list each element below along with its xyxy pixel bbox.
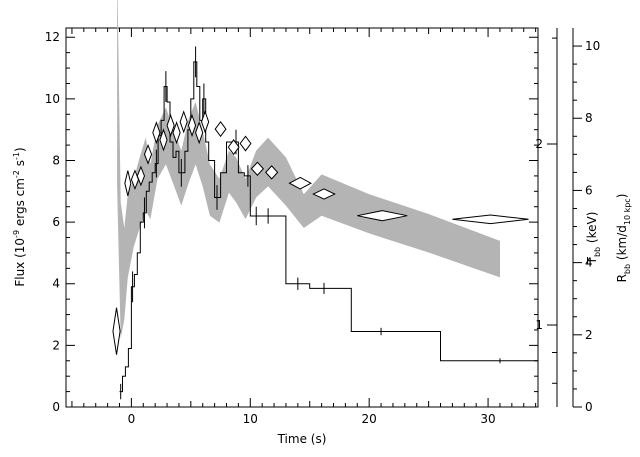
radius-axis-title: Rbb (km/d10 kpc)	[615, 194, 632, 283]
radius-diamond	[143, 143, 153, 165]
flux-tick-label: 0	[52, 400, 60, 414]
flux-tick-label: 6	[52, 215, 60, 229]
flux-tick-label: 8	[52, 153, 60, 167]
x-axis-title: Time (s)	[277, 432, 327, 446]
radius-tick-label: 2	[585, 328, 593, 342]
radius-diamond	[195, 121, 204, 145]
radius-diamond	[227, 139, 240, 156]
radius-diamond	[172, 121, 181, 145]
radius-diamond	[288, 176, 312, 190]
radius-diamond	[187, 113, 197, 138]
x-tick-label: 30	[480, 412, 495, 426]
temperature-axis-title: Tbb (keV)	[585, 212, 602, 266]
radius-diamond	[312, 188, 336, 200]
flux-axis-title: Flux (10-9 ergs cm-2 s-1)	[12, 147, 27, 286]
radius-diamond	[214, 121, 227, 138]
x-tick-label: 10	[243, 412, 258, 426]
flux-tick-label: 2	[52, 338, 60, 352]
radius-tick-label: 6	[585, 183, 593, 197]
x-tick-label: 0	[128, 412, 136, 426]
radius-diamond	[136, 165, 146, 187]
radius-diamond	[239, 135, 252, 152]
temperature-band	[117, 0, 500, 339]
temperature-tick-label: 1	[535, 318, 543, 332]
radius-diamond	[201, 110, 210, 134]
temperature-tick-label: 2	[535, 137, 543, 151]
radius-tick-label: 0	[585, 400, 593, 414]
radius-diamond	[112, 307, 121, 355]
radius-tick-label: 8	[585, 111, 593, 125]
radius-diamond-layer	[112, 110, 529, 355]
flux-histogram-layer	[119, 46, 538, 400]
radius-diamond	[152, 121, 161, 145]
flux-tick-label: 4	[52, 277, 60, 291]
radius-diamond	[166, 113, 175, 138]
radius-tick-label: 4	[585, 256, 593, 270]
right-axes-layer	[556, 28, 574, 407]
plot-frame	[65, 27, 539, 408]
radius-diamond	[179, 110, 188, 134]
radius-diamond	[265, 165, 279, 180]
x-tick-label: 20	[362, 412, 377, 426]
flux-tick-label: 10	[45, 92, 60, 106]
radius-diamond	[250, 161, 265, 177]
radius-diamond	[159, 128, 168, 152]
radius-diamond	[357, 210, 408, 222]
flux-histogram-line	[119, 61, 538, 393]
radius-tick-label: 10	[585, 39, 600, 53]
radius-diamond	[452, 214, 529, 225]
radius-diamond	[124, 170, 132, 196]
flux-tick-label: 12	[45, 30, 60, 44]
temperature-band-layer	[117, 0, 500, 339]
